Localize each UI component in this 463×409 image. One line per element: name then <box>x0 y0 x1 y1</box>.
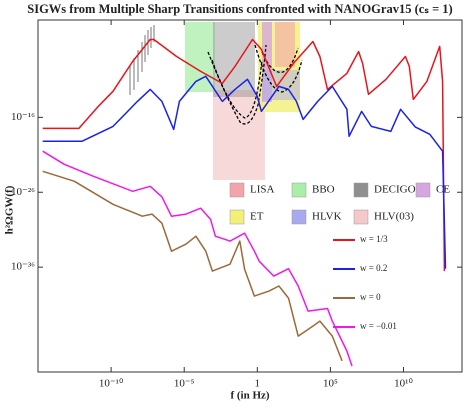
sensitivity-curve <box>254 44 303 93</box>
legend-label: w = 1/3 <box>360 234 388 244</box>
series-line <box>42 75 447 269</box>
legend-label: CE <box>436 184 450 196</box>
hlvk-region <box>262 70 300 100</box>
series-line <box>42 150 353 367</box>
legend-label: LISA <box>250 184 275 196</box>
x-tick-label: 1 <box>255 378 261 390</box>
chart-title: SIGWs from Multiple Sharp Transitions co… <box>27 2 452 16</box>
sensitivity-curve <box>211 59 263 119</box>
legend-label: w = −0.01 <box>360 321 397 331</box>
hlv-region <box>213 90 265 180</box>
legend-swatch <box>229 209 245 225</box>
x-tick-label: 10⁻⁵ <box>174 378 195 390</box>
sensitivity-curve <box>207 44 267 125</box>
series-line <box>42 170 343 362</box>
decigo-region <box>213 22 255 97</box>
legend-swatch <box>229 182 245 198</box>
legend-swatch <box>291 182 307 198</box>
legend-label: HLV(03) <box>374 211 414 223</box>
legend-label: DECIGO <box>374 184 416 196</box>
y-tick-label: 10⁻¹⁶ <box>11 111 35 123</box>
legend-swatch <box>353 182 369 198</box>
y-axis-label: h²ΩGW(f) <box>4 185 16 234</box>
x-axis-label: f (in Hz) <box>230 390 269 402</box>
plot-frame <box>37 19 463 373</box>
legend-swatch <box>415 182 431 198</box>
y-tick-label: 10⁻³⁶ <box>11 261 35 273</box>
x-tick-label: 10¹⁰ <box>394 378 413 390</box>
sensitivity-curve <box>261 47 299 73</box>
x-tick-label: 10⁵ <box>323 378 338 390</box>
legend-swatch <box>353 209 369 225</box>
series-line <box>42 38 446 272</box>
lisa-region <box>275 22 295 67</box>
legend-label: HLVK <box>312 211 342 223</box>
sensitivity-regions <box>129 22 303 180</box>
x-tick-label: 10⁻¹⁰ <box>99 378 124 390</box>
legend-label: ET <box>250 211 264 223</box>
legend-label: w = 0.2 <box>360 263 387 273</box>
legend-swatch <box>291 209 307 225</box>
legend-label: BBO <box>312 184 335 196</box>
y-tick-label: 10⁻²⁶ <box>11 186 35 198</box>
legend-label: w = 0 <box>360 292 381 302</box>
